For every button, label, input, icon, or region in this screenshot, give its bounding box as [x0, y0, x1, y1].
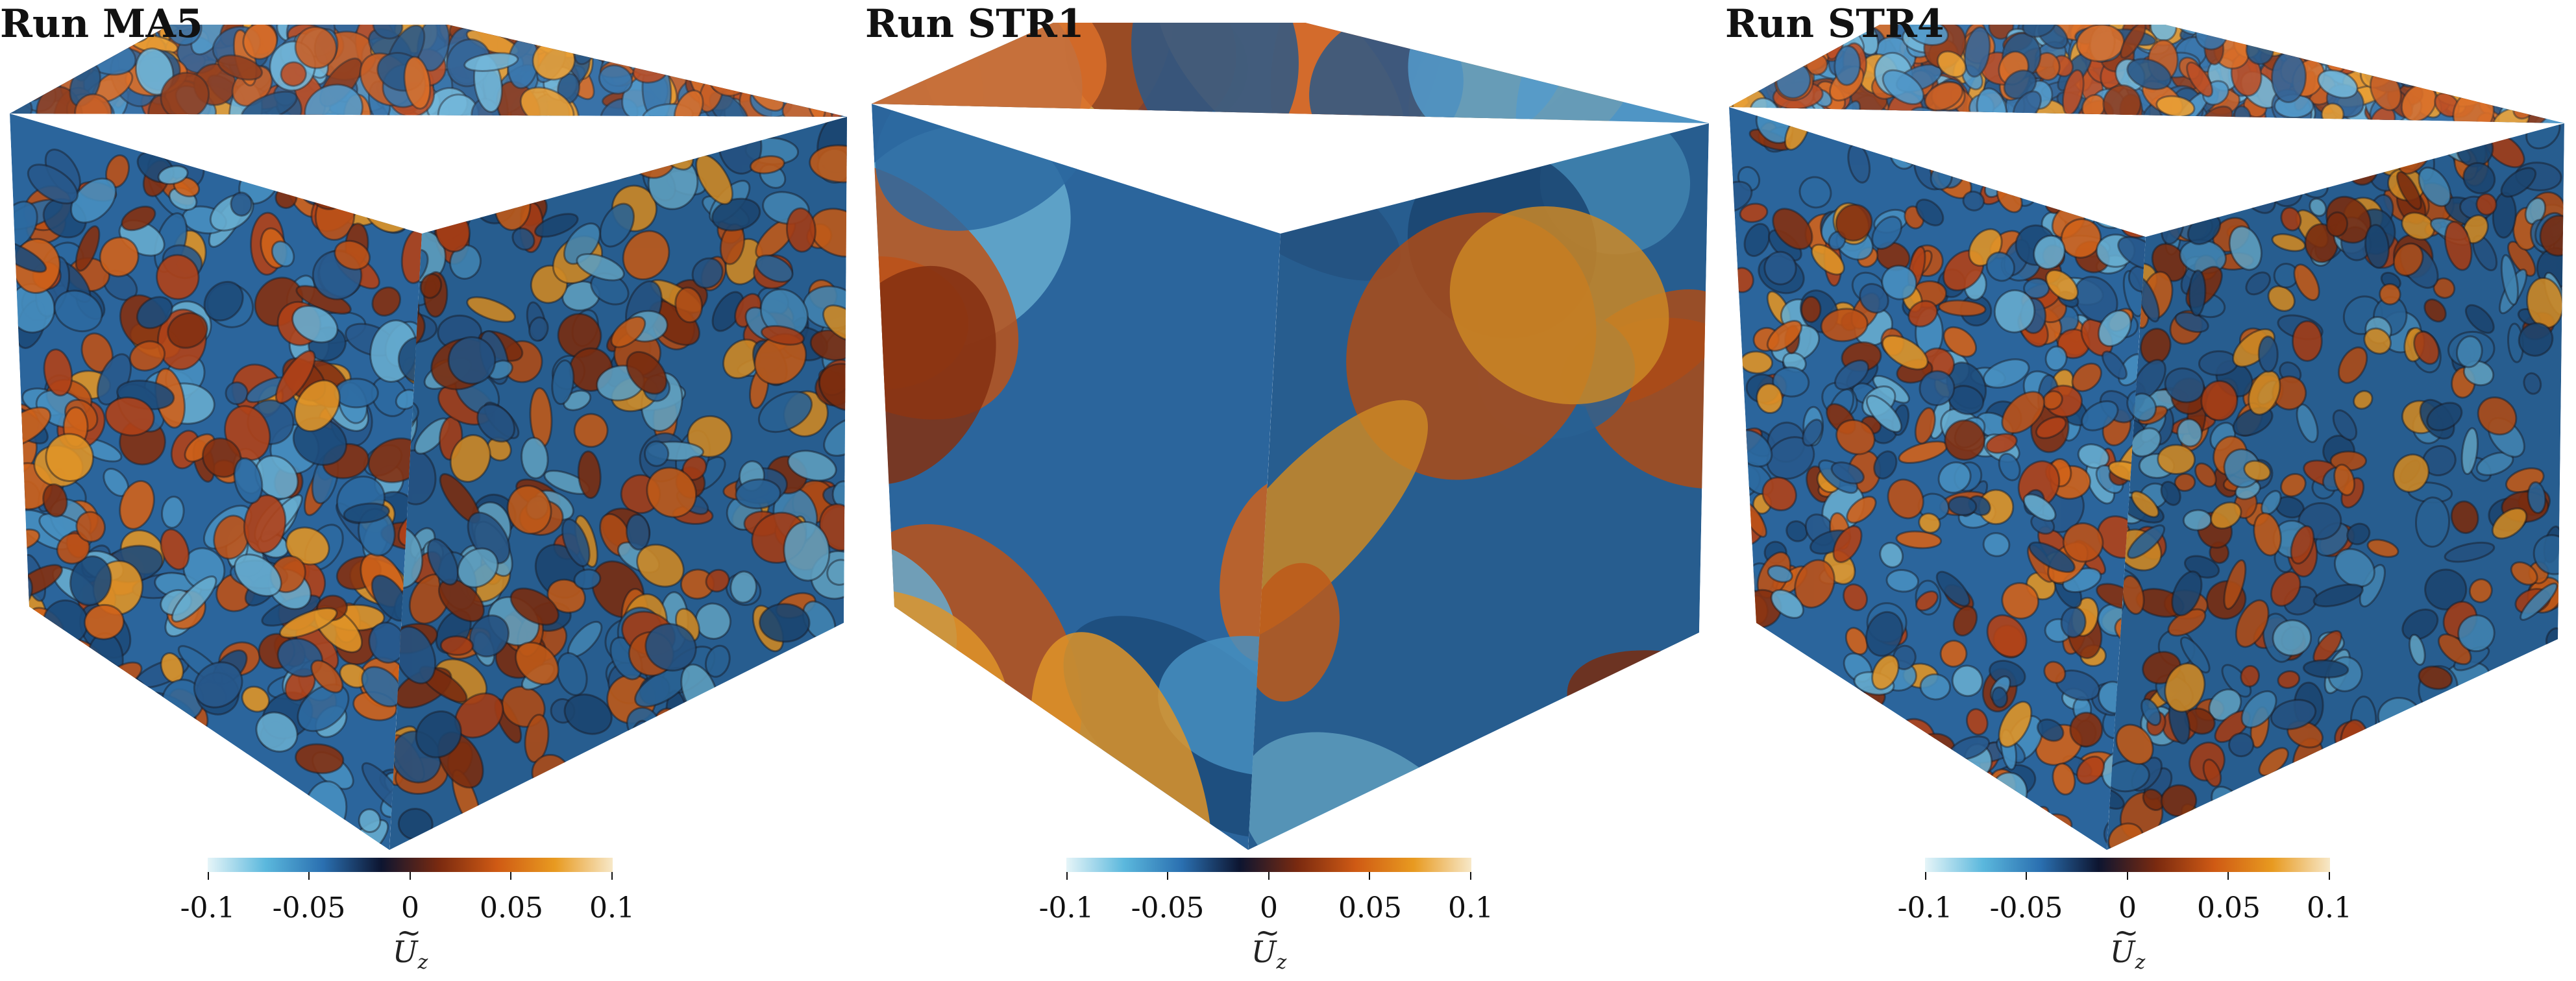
colorbar-tick [1470, 872, 1471, 880]
colorbar-tick-label: -0.1 [180, 891, 236, 925]
colorbar-title-tilde: ~ [396, 915, 422, 950]
colorbar-tick-label: 0.05 [1338, 891, 1402, 925]
colorbar-title: ~ Uz [392, 915, 428, 975]
colorbar-tick-label: 0 [2118, 891, 2137, 925]
cube-face-left [10, 114, 422, 850]
colorbar-gradient [1066, 858, 1471, 872]
panel-str4: Run STR4 -0.1 -0.05 0 0.05 0.1 ~ Uz [1717, 0, 2576, 981]
panel-ma5: Run MA5 -0.1 -0.05 0 0.05 0.1 ~ Uz [0, 0, 859, 981]
colorbar-tick-label: 0.1 [1448, 891, 1493, 925]
colorbar-tick [2127, 872, 2128, 880]
colorbar-tick-label: -0.1 [1897, 891, 1953, 925]
colorbar-title-subscript: z [2135, 951, 2146, 975]
colorbar-title: ~ Uz [1251, 915, 1287, 975]
cube-face-left [1729, 107, 2146, 850]
colorbar-tick [1268, 872, 1270, 880]
colorbar-tick [208, 872, 209, 880]
panel-str1: Run STR1 -0.1 -0.05 0 0.05 0.1 ~ Uz [859, 0, 1717, 981]
colorbar-tick-label: 0 [401, 891, 419, 925]
colorbar-tick [308, 872, 310, 880]
colorbar-title-tilde: ~ [2113, 915, 2139, 950]
cube-face-right [2107, 123, 2564, 850]
panel-title-str4: Run STR4 [1725, 1, 1944, 47]
colorbar-tick-label: 0.1 [2307, 891, 2352, 925]
colorbar-gradient [208, 858, 613, 872]
colorbar-tick-label: 0.05 [2197, 891, 2261, 925]
colorbar-title-symbol: U [1251, 934, 1277, 969]
colorbar-title: ~ Uz [2109, 915, 2146, 975]
colorbar-tick [1066, 872, 1068, 880]
colorbar-title-subscript: z [417, 951, 428, 975]
colorbar-tick-label: 0.05 [480, 891, 543, 925]
panel-title-ma5: Run MA5 [0, 1, 203, 47]
colorbar-tick-label: 0 [1260, 891, 1278, 925]
colorbar-tick [510, 872, 511, 880]
colorbar-gradient [1925, 858, 2330, 872]
colorbar-title-tilde: ~ [1255, 915, 1281, 950]
colorbar-title-symbol: U [2109, 934, 2135, 969]
cube-visualization-str4 [1729, 25, 2564, 850]
colorbar-gradient-fill [1925, 858, 2330, 872]
colorbar-tick [611, 872, 613, 880]
colorbar-tick [1167, 872, 1168, 880]
colorbar-tick-label: -0.05 [272, 891, 346, 925]
cube-face-right [389, 117, 847, 850]
colorbar-gradient-fill [1066, 858, 1471, 872]
panel-title-str1: Run STR1 [865, 1, 1085, 47]
colorbar-tick [1369, 872, 1370, 880]
colorbar-tick [2227, 872, 2229, 880]
cube-visualization-str1 [872, 23, 1709, 850]
cube-visualization-ma5 [10, 25, 847, 850]
colorbar-gradient-fill [208, 858, 613, 872]
colorbar-tick [2329, 872, 2330, 880]
colorbar-tick-label: 0.1 [589, 891, 635, 925]
colorbar-title-subscript: z [1276, 951, 1287, 975]
colorbar-tick-label: -0.05 [1989, 891, 2063, 925]
colorbar-tick [2026, 872, 2027, 880]
colorbar-title-symbol: U [392, 934, 418, 969]
colorbar-tick [410, 872, 411, 880]
colorbar-tick-label: -0.05 [1131, 891, 1205, 925]
cube-face-top [10, 25, 847, 117]
colorbar-tick-label: -0.1 [1038, 891, 1094, 925]
colorbar-tick [1925, 872, 1926, 880]
